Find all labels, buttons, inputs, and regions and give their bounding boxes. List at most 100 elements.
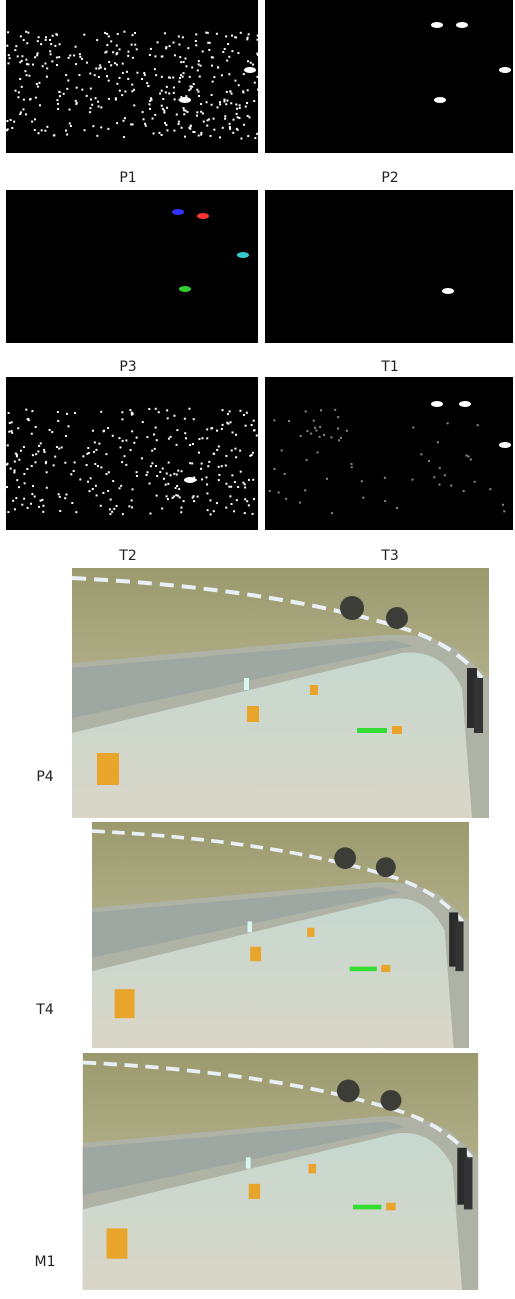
pixel bbox=[249, 116, 251, 118]
pixel bbox=[20, 35, 22, 37]
side-label: M1 bbox=[35, 1254, 56, 1270]
pixel bbox=[21, 55, 23, 57]
pixel bbox=[200, 134, 202, 136]
pixel bbox=[38, 506, 40, 508]
pixel bbox=[193, 83, 195, 85]
pixel bbox=[207, 509, 209, 511]
pixel bbox=[92, 430, 94, 432]
pixel bbox=[198, 60, 200, 62]
pixel bbox=[54, 45, 56, 47]
pixel bbox=[226, 100, 228, 102]
pixel bbox=[36, 54, 38, 56]
pixel bbox=[32, 485, 34, 487]
pixel bbox=[108, 80, 110, 82]
pixel bbox=[11, 127, 13, 129]
pixel bbox=[141, 78, 143, 80]
pixel bbox=[34, 118, 36, 120]
pixel bbox=[10, 430, 12, 432]
pixel bbox=[23, 39, 25, 41]
pixel bbox=[8, 431, 10, 433]
blob bbox=[431, 22, 443, 28]
pixel bbox=[31, 433, 33, 435]
pixel bbox=[44, 62, 46, 64]
pixel bbox=[195, 44, 197, 46]
pixel bbox=[156, 439, 158, 441]
pixel bbox=[256, 435, 258, 437]
pixel bbox=[42, 505, 44, 507]
pixel bbox=[122, 513, 124, 515]
pixel bbox=[167, 129, 169, 131]
pixel bbox=[17, 427, 19, 429]
pixel bbox=[447, 422, 449, 424]
pixel bbox=[231, 474, 233, 476]
pixel bbox=[34, 129, 36, 131]
pixel bbox=[206, 492, 208, 494]
pixel bbox=[81, 58, 83, 60]
pixel bbox=[108, 471, 110, 473]
pixel bbox=[44, 451, 46, 453]
pixel bbox=[169, 45, 171, 47]
pixel bbox=[34, 56, 36, 58]
pixel bbox=[14, 469, 16, 471]
pixel bbox=[217, 67, 219, 69]
pixel bbox=[331, 512, 333, 514]
pixel bbox=[211, 65, 213, 67]
pixel bbox=[205, 32, 207, 34]
pixel bbox=[150, 48, 152, 50]
pixel bbox=[146, 474, 148, 476]
pixel bbox=[98, 67, 100, 69]
pixel bbox=[167, 498, 169, 500]
pixel bbox=[248, 479, 250, 481]
pixel bbox=[163, 112, 165, 114]
pixel bbox=[288, 420, 290, 422]
pixel bbox=[44, 130, 46, 132]
pixel bbox=[196, 115, 198, 117]
pixel bbox=[13, 471, 15, 473]
pixel bbox=[319, 436, 321, 438]
pixel bbox=[219, 101, 221, 103]
pixel bbox=[157, 41, 159, 43]
pixel bbox=[225, 35, 227, 37]
pixel bbox=[252, 452, 254, 454]
pixel bbox=[146, 82, 148, 84]
pixel bbox=[14, 49, 16, 51]
pixel bbox=[32, 454, 34, 456]
pixel bbox=[144, 74, 146, 76]
pixel bbox=[192, 131, 194, 133]
pixel bbox=[337, 416, 339, 418]
pixel bbox=[119, 437, 121, 439]
pixel bbox=[166, 107, 168, 109]
pixel bbox=[239, 107, 241, 109]
pixel bbox=[154, 448, 156, 450]
pixel bbox=[98, 76, 100, 78]
pixel bbox=[183, 500, 185, 502]
pixel bbox=[237, 116, 239, 118]
pixel bbox=[125, 464, 127, 466]
pixel bbox=[166, 409, 168, 411]
pixel bbox=[104, 52, 106, 54]
tunnel-image bbox=[72, 568, 489, 818]
pixel bbox=[129, 409, 131, 411]
pixel bbox=[300, 435, 302, 437]
pixel bbox=[38, 82, 40, 84]
pixel bbox=[119, 48, 121, 50]
pixel bbox=[240, 32, 242, 34]
pixel bbox=[66, 413, 68, 415]
pixel bbox=[231, 35, 233, 37]
pixel bbox=[57, 420, 59, 422]
pixel bbox=[420, 453, 422, 455]
pixel bbox=[46, 487, 48, 489]
pixel bbox=[178, 44, 180, 46]
blob bbox=[179, 97, 191, 103]
pixel bbox=[68, 57, 70, 59]
pixel bbox=[200, 103, 202, 105]
pixel bbox=[155, 74, 157, 76]
pixel bbox=[22, 108, 24, 110]
pixel bbox=[234, 481, 236, 483]
pixel bbox=[230, 421, 232, 423]
pixel bbox=[142, 421, 144, 423]
pixel bbox=[67, 425, 69, 427]
pixel bbox=[58, 56, 60, 58]
pixel bbox=[61, 446, 63, 448]
pixel bbox=[184, 57, 186, 59]
